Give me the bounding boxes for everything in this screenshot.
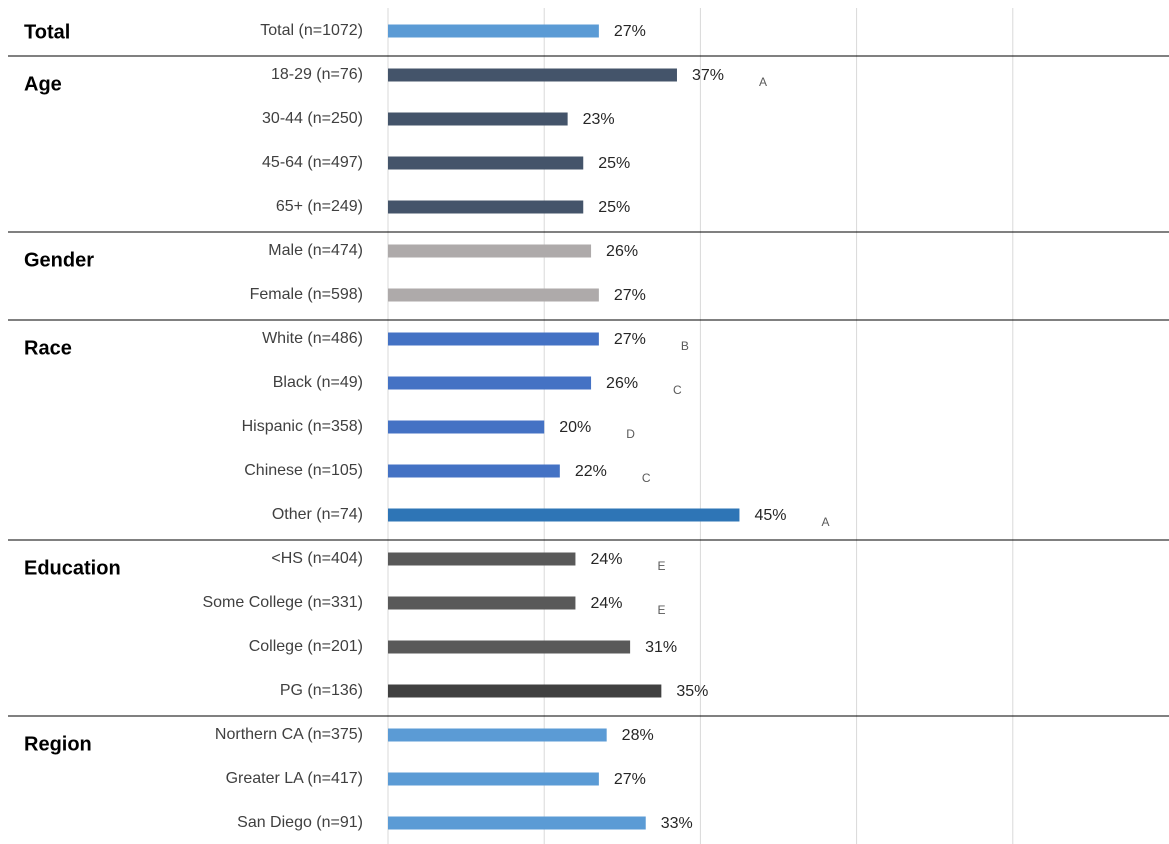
value-label: 23% (583, 111, 615, 128)
value-label: 37% (692, 67, 724, 84)
value-label: 27% (614, 771, 646, 788)
significance-letter: B (681, 339, 689, 353)
category-label: 65+ (n=249) (276, 198, 363, 215)
significance-letter: E (657, 603, 665, 617)
bar (388, 552, 576, 566)
value-label: 33% (661, 815, 693, 832)
category-label: Black (n=49) (273, 374, 363, 391)
bar (388, 596, 576, 610)
significance-letter: C (673, 383, 682, 397)
bar (388, 640, 631, 654)
value-label: 22% (575, 463, 607, 480)
category-label: Northern CA (n=375) (215, 726, 363, 743)
category-label: <HS (n=404) (271, 550, 363, 567)
category-label: College (n=201) (249, 638, 363, 655)
value-label: 26% (606, 243, 638, 260)
bar (388, 728, 607, 742)
category-label: Male (n=474) (268, 242, 363, 259)
category-label: Some College (n=331) (202, 594, 363, 611)
significance-letter: C (642, 471, 651, 485)
category-label: San Diego (n=91) (237, 814, 363, 831)
value-label: 25% (598, 155, 630, 172)
bar (388, 112, 568, 126)
group-label: Race (24, 337, 72, 359)
significance-letter: A (759, 75, 767, 89)
group-label: Gender (24, 249, 94, 271)
bar (388, 68, 677, 82)
category-label: PG (n=136) (280, 682, 363, 699)
category-label: Chinese (n=105) (244, 462, 363, 479)
value-label: 26% (606, 375, 638, 392)
category-label: 30-44 (n=250) (262, 110, 363, 127)
bar (388, 244, 592, 258)
value-label: 27% (614, 287, 646, 304)
bar (388, 420, 545, 434)
bar (388, 24, 599, 38)
bar (388, 288, 599, 302)
value-label: 25% (598, 199, 630, 216)
value-label: 31% (645, 639, 677, 656)
value-label: 20% (559, 419, 591, 436)
bar (388, 816, 646, 830)
category-label: White (n=486) (262, 330, 363, 347)
bar (388, 156, 584, 170)
bar (388, 332, 599, 346)
category-label: Hispanic (n=358) (242, 418, 363, 435)
significance-letter: D (626, 427, 635, 441)
category-label: Total (n=1072) (260, 22, 363, 39)
category-label: Greater LA (n=417) (226, 770, 363, 787)
value-label: 45% (754, 507, 786, 524)
category-label: 18-29 (n=76) (271, 66, 363, 83)
group-label: Total (24, 21, 70, 43)
bar (388, 376, 592, 390)
value-label: 35% (676, 683, 708, 700)
significance-letter: E (657, 559, 665, 573)
value-label: 28% (622, 727, 654, 744)
bar (388, 200, 584, 214)
bar (388, 684, 662, 698)
group-label: Education (24, 557, 121, 579)
bar (388, 464, 560, 478)
category-label: Other (n=74) (272, 506, 363, 523)
category-label: Female (n=598) (250, 286, 363, 303)
bar (388, 772, 599, 786)
bar (388, 508, 740, 522)
group-label: Age (24, 73, 62, 95)
group-label: Region (24, 733, 92, 755)
value-label: 27% (614, 23, 646, 40)
category-label: 45-64 (n=497) (262, 154, 363, 171)
value-label: 27% (614, 331, 646, 348)
significance-letter: A (821, 515, 829, 529)
value-label: 24% (590, 595, 622, 612)
value-label: 24% (590, 551, 622, 568)
